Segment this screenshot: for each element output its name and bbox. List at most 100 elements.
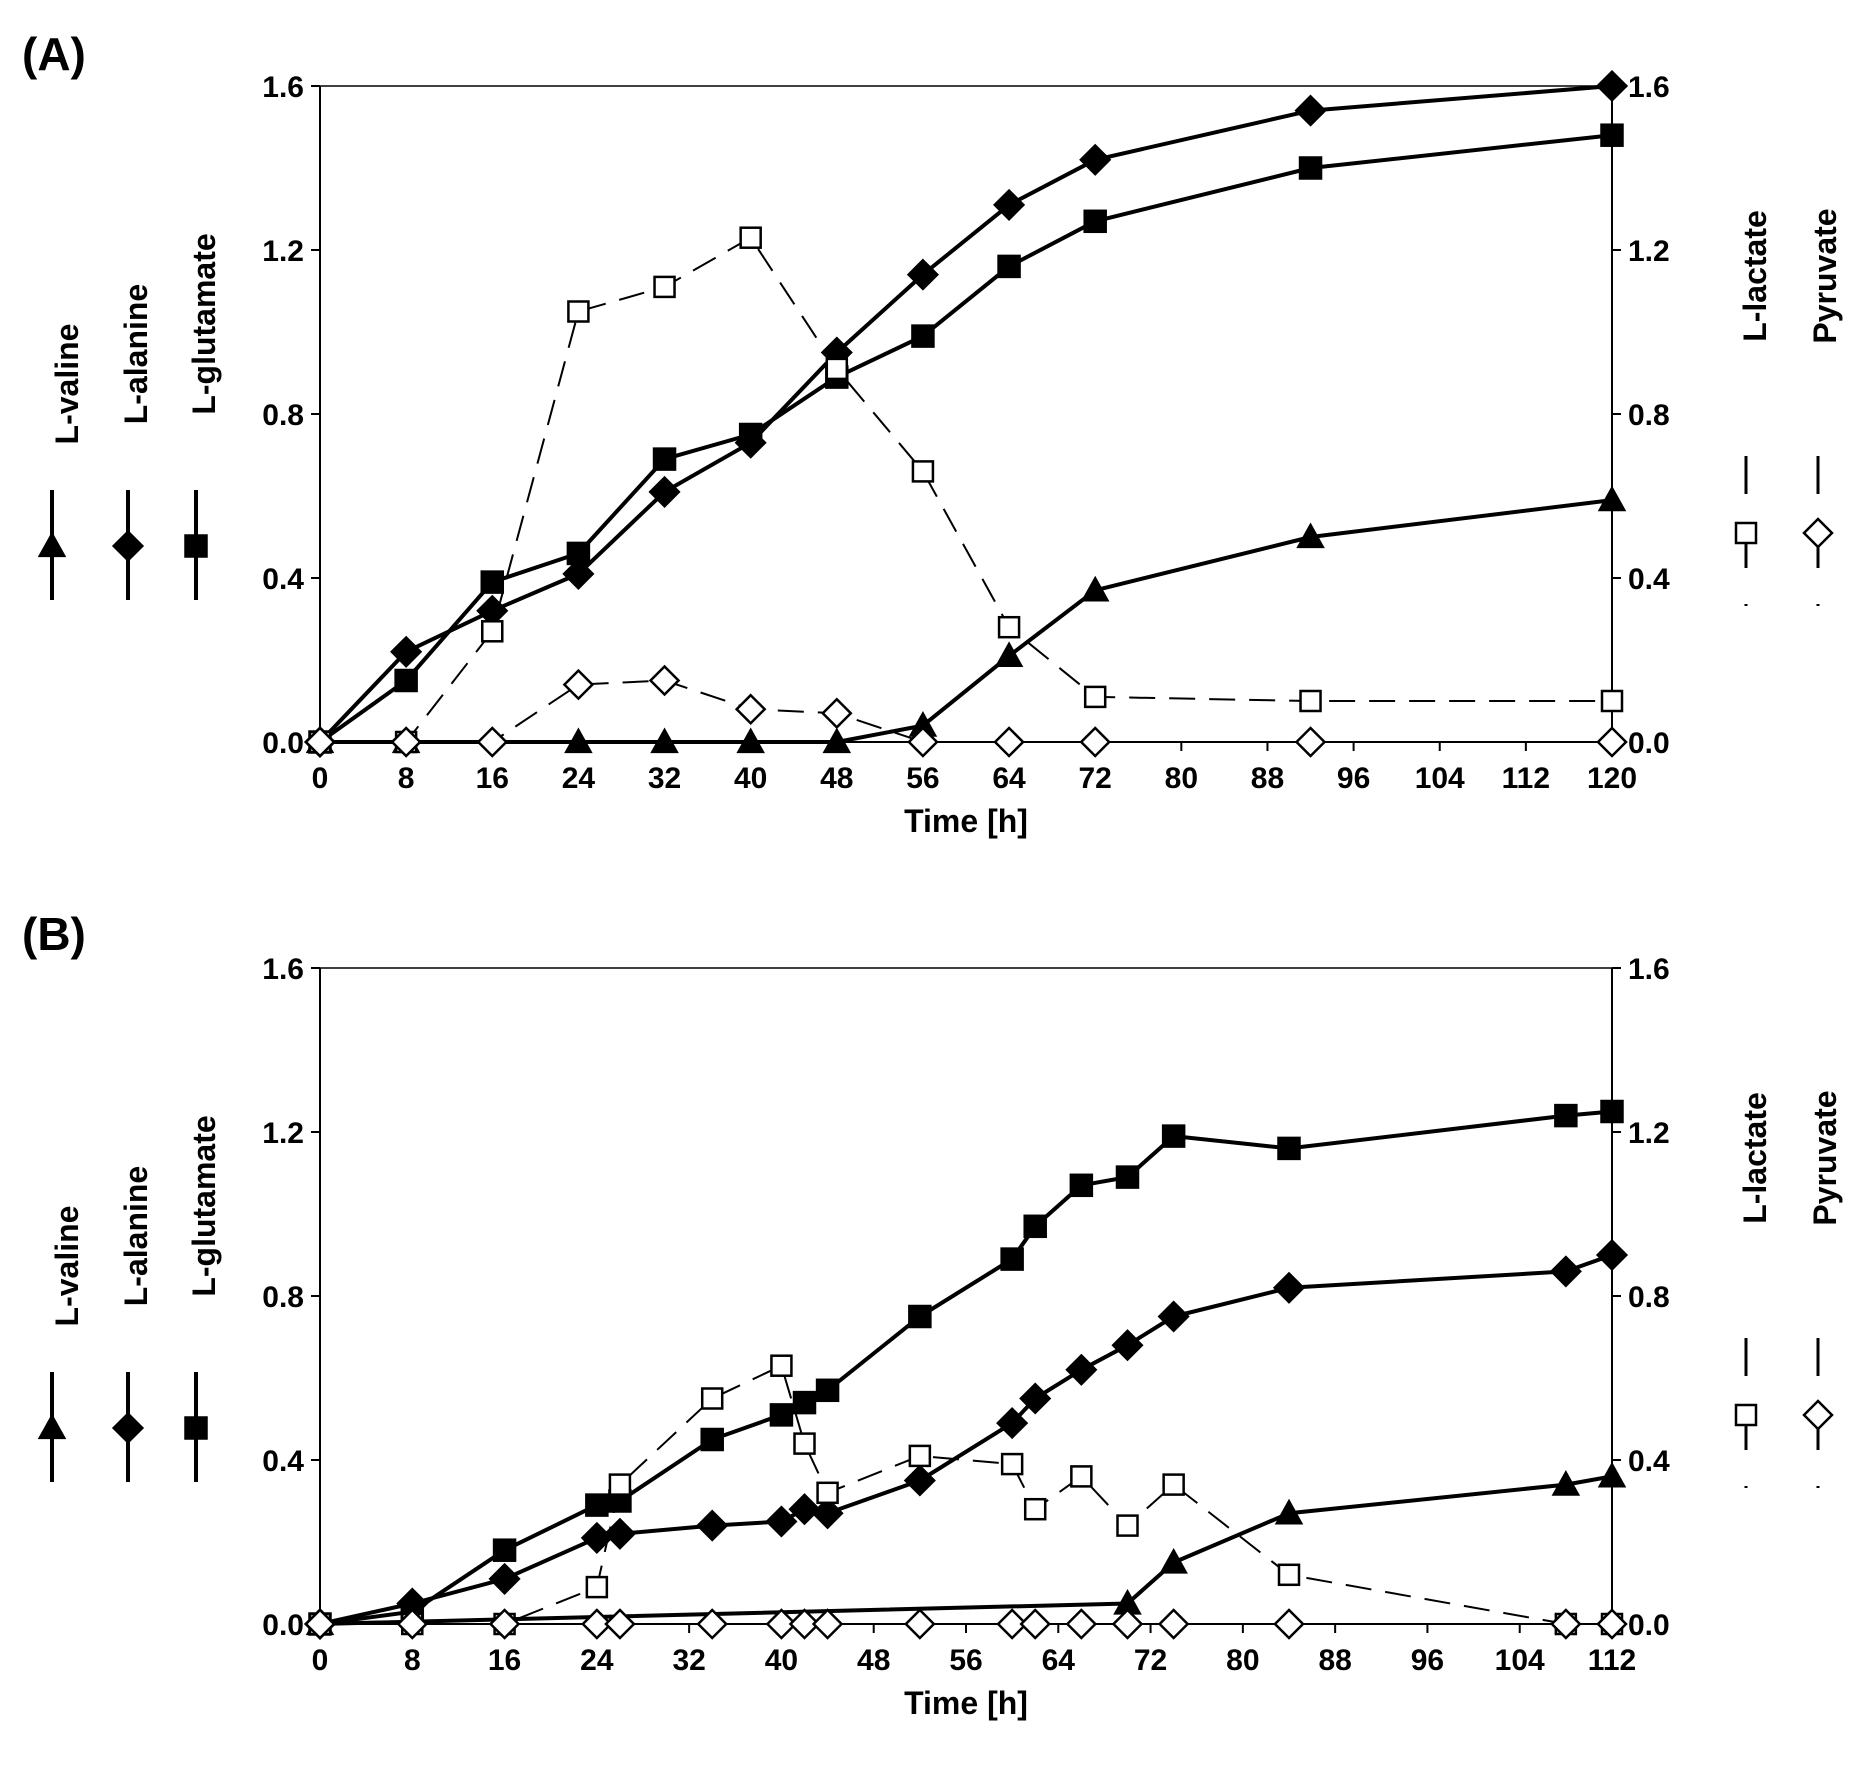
panel-a-series-pyruvate-point [1596,726,1628,758]
panel-a-series-l-alanine-point [906,258,939,291]
panel-b-ytick-label: 0.8 [262,1281,304,1314]
panel-b-legend-l-valine: L-valine [37,1206,85,1482]
panel-b-ytick-label: 1.6 [262,953,304,986]
panel-a-ytick-label: 0.8 [262,399,304,432]
panel-b-y2tick-label: 0.8 [1628,1281,1670,1314]
panel-b-xtick-label: 8 [404,1644,421,1677]
panel-b-legend-l-valine-marker [37,1413,67,1440]
panel-b-series-pyruvate-point [1111,1608,1144,1640]
panel-b-xtick-label: 72 [1134,1644,1167,1677]
panel-a-legend-l-alanine-marker [111,529,145,563]
panel-b-series-pyruvate [304,1608,1628,1640]
panel-b-series-l-lactate-point [1162,1473,1185,1496]
panel-b-xtick-label: 48 [857,1644,890,1677]
panel-b-series-l-alanine-point [1595,1238,1629,1272]
panel-a-xtick-label: 64 [992,762,1026,795]
panel-b-ytick-label: 0.0 [262,1609,304,1642]
panel-a-series-l-glutamate-point [911,324,935,348]
panel-a-y2tick-label: 0.8 [1628,399,1670,432]
panel-a-x-axis-title: Time [h] [904,803,1028,839]
panel-b-series-pyruvate-point [1019,1608,1051,1640]
panel-a-series-l-glutamate-point [1298,156,1323,180]
panel-a-series-pyruvate-point [304,726,336,758]
panel-a-series-pyruvate [304,664,1628,758]
panel-a-ytick-label: 1.6 [262,71,304,104]
panel-a-series-l-alanine-line [318,84,1613,744]
panel-a-legend-pyruvate: Pyruvate [1802,208,1843,606]
panel-b-series-l-glutamate-point [1069,1173,1094,1198]
panel-a-xtick-label: 16 [476,762,509,795]
panel-a-series-pyruvate-point [390,726,422,758]
panel-a-series-l-glutamate-line [318,133,1613,744]
panel-b-series-l-lactate-point [1116,1514,1139,1537]
panel-b-series-l-lactate-point [1000,1452,1024,1476]
panel-a-series-l-lactate-point [825,357,849,381]
panel-b-y2tick-label: 1.2 [1628,1117,1670,1150]
panel-b-xtick-label: 104 [1495,1644,1545,1677]
panel-a-xtick-label: 56 [906,762,939,795]
panel-b-series-l-lactate-point [816,1481,839,1505]
panel-b-series-l-glutamate-point [1023,1214,1047,1239]
panel-a-xtick-label: 120 [1587,762,1637,795]
panel-b-series-l-glutamate-point [585,1493,609,1517]
panel-b-series-l-valine-point [1597,1461,1627,1488]
panel-a-legend-l-glutamate-label: L-glutamate [186,233,222,414]
panel-b-series-l-glutamate [308,1099,1624,1636]
panel-b-series-l-valine-point [1274,1498,1304,1525]
panel-b-series-pyruvate-point [1596,1608,1628,1640]
panel-b-series-l-lactate-line [320,1364,1612,1625]
panel-a-legend-pyruvate-label: Pyruvate [1807,208,1843,343]
panel-b: (B) 0.0 0.4 0.8 1.2 1.6 0.0 0.4 0.8 1.2 1.6 0 8 16 24 3… [22,908,1843,1721]
panel-b-series-l-lactate-point [1070,1465,1093,1488]
panel-a-legend-l-glutamate-marker [184,534,208,558]
panel-a-series-pyruvate-point [821,697,853,730]
panel-a-series-l-alanine [303,69,1629,759]
panel-b-series-l-alanine-point [1272,1271,1306,1304]
panel-b-series-l-glutamate-point [1161,1124,1186,1148]
panel-a-legend-l-lactate-label: L-lactate [1737,210,1773,342]
panel-b-series-l-alanine-point [488,1562,521,1595]
panel-b-plot-frame [319,967,1613,1625]
panel-b-series-pyruvate-point [811,1608,844,1640]
panel-a-series-l-lactate-point [997,615,1021,639]
panel-b-series-l-glutamate-point [769,1403,794,1427]
panel-b-series-l-lactate-point [793,1432,816,1455]
panel-a-xtick-label: 40 [734,762,767,795]
panel-a-series-pyruvate-point [562,668,595,701]
panel-a-legend-l-alanine: L-alanine [111,284,154,600]
panel-a-series-l-valine-point [564,727,593,754]
panel-b-series-l-alanine-point [1111,1329,1144,1362]
panel-b-x-axis-title: Time [h] [904,1685,1028,1721]
panel-a-series-l-lactate-point [1600,689,1624,713]
panel-b-series-l-lactate-point [1023,1497,1047,1521]
panel-b-legend-l-valine-label: L-valine [49,1206,85,1327]
panel-a-series-l-glutamate-point [394,668,418,693]
panel-a-series-l-valine-point [994,641,1024,668]
panel-a-legend-l-glutamate: L-glutamate [184,233,222,600]
panel-b-series-l-glutamate-point [700,1427,724,1452]
panel-b-xtick-label: 88 [1318,1644,1351,1677]
panel-a-series-l-lactate-point [739,226,762,249]
panel-b-legend-l-glutamate-label: L-glutamate [186,1115,222,1296]
panel-a-series-l-glutamate-point [997,254,1021,279]
panel-a-series-l-lactate-line [320,236,1612,743]
panel-a-series-l-glutamate-point [480,570,505,594]
panel-a-series-l-lactate [308,226,1624,754]
panel-a-series-l-lactate-point [567,300,590,323]
panel-a-xtick-label: 32 [648,762,681,795]
panel-b-series-l-alanine-line [319,1253,1613,1626]
panel-b-series-pyruvate-point [396,1608,429,1640]
panel-a-xtick-label: 96 [1337,762,1370,795]
panel-a-ytick-label: 0.4 [262,563,304,596]
panel-a-series-l-glutamate-point [566,541,591,566]
panel-b-series-l-glutamate-point [492,1538,517,1562]
panel-b-xtick-label: 0 [312,1644,329,1677]
panel-a-series-l-valine-point [1597,485,1627,512]
panel-b-legend-l-lactate-marker [1734,1403,1758,1427]
panel-b-series-pyruvate-point [765,1608,798,1640]
panel-b-series-l-lactate-point [770,1354,793,1377]
panel-b-series-l-alanine-point [1157,1300,1190,1333]
panel-b-series-l-glutamate-line [319,1109,1613,1626]
panel-b-legend-l-glutamate: L-glutamate [184,1115,222,1482]
